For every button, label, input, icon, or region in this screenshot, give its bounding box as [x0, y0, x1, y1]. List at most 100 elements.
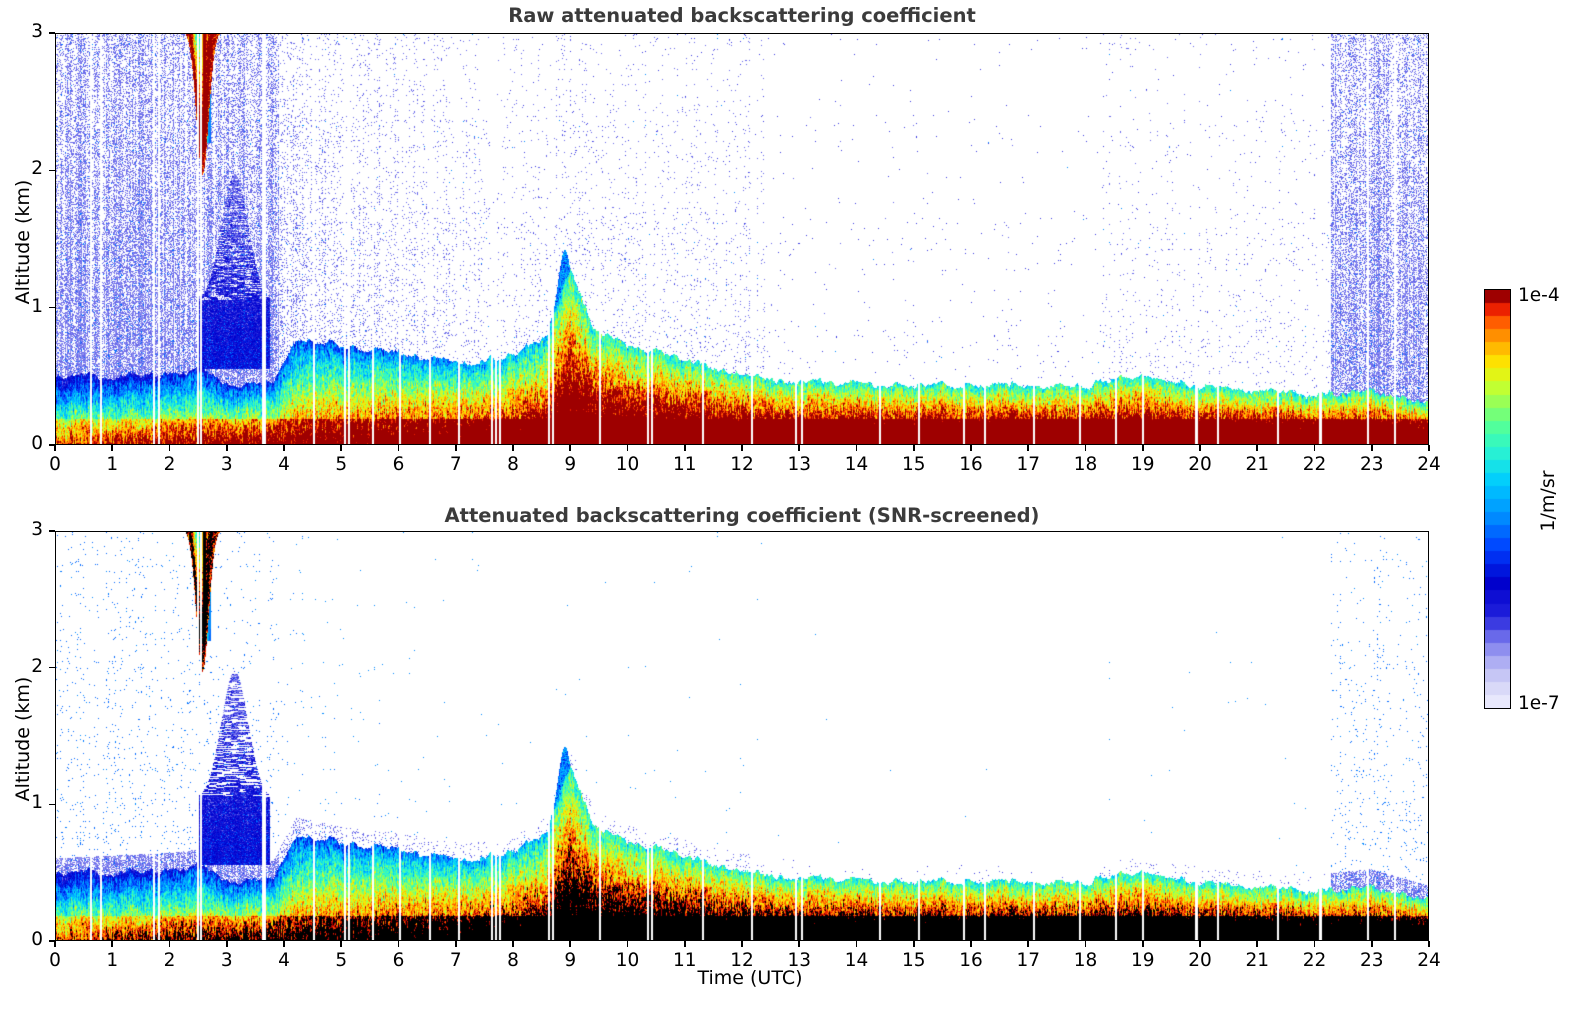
- x-tick-label-screened-24: 24: [1417, 950, 1441, 971]
- x-tick-label-raw-7: 7: [449, 454, 462, 475]
- x-tick-label-raw-6: 6: [392, 454, 405, 475]
- y-tick-label-raw-3: 3: [31, 21, 43, 42]
- x-tick-label-screened-20: 20: [1188, 950, 1212, 971]
- x-tickmark-screened-12: [741, 941, 743, 947]
- x-tick-label-screened-11: 11: [672, 950, 697, 971]
- x-tickmark-raw-7: [454, 445, 457, 451]
- x-tickmark-screened-19: [1141, 941, 1144, 947]
- y-tick-label-raw-2: 2: [31, 158, 43, 180]
- x-tickmark-screened-5: [340, 941, 343, 947]
- x-tick-label-screened-22: 22: [1302, 950, 1327, 971]
- x-tickmark-screened-8: [512, 941, 514, 947]
- x-tick-label-raw-12: 12: [730, 454, 754, 475]
- x-tick-label-screened-19: 19: [1130, 950, 1155, 971]
- x-tickmark-screened-21: [1256, 941, 1259, 947]
- x-tickmark-screened-11: [683, 941, 686, 947]
- plot-area-raw: [55, 33, 1429, 445]
- x-tickmark-raw-18: [1084, 445, 1087, 451]
- x-tick-label-screened-5: 5: [335, 950, 348, 971]
- x-tickmark-raw-2: [168, 445, 171, 451]
- y-tick-label-screened-2: 2: [31, 655, 43, 677]
- x-tick-label-raw-8: 8: [507, 454, 519, 475]
- x-tickmark-raw-17: [1027, 445, 1030, 451]
- x-tick-label-raw-24: 24: [1417, 454, 1441, 475]
- y-tickmark-raw-2: [49, 169, 55, 172]
- x-tickmark-raw-22: [1313, 445, 1316, 451]
- x-tick-label-screened-0: 0: [49, 950, 61, 971]
- y-tick-label-screened-0: 0: [31, 929, 43, 950]
- y-axis-label-screened: Altitude (km): [12, 676, 34, 802]
- x-tickmark-screened-20: [1199, 941, 1201, 947]
- x-tick-label-raw-13: 13: [787, 454, 812, 475]
- x-tickmark-raw-11: [683, 445, 686, 451]
- y-tick-label-screened-3: 3: [31, 519, 43, 540]
- y-tick-label-screened-1: 1: [31, 792, 43, 814]
- heatmap-raw: [56, 34, 1428, 444]
- x-tickmark-screened-16: [970, 941, 972, 947]
- x-tick-label-screened-6: 6: [392, 950, 405, 971]
- x-tickmark-screened-22: [1313, 941, 1316, 947]
- x-tickmark-screened-15: [912, 941, 915, 947]
- x-tick-label-raw-23: 23: [1359, 454, 1384, 475]
- x-tick-label-raw-14: 14: [844, 454, 869, 475]
- x-tickmark-raw-24: [1428, 445, 1430, 451]
- x-tick-label-raw-1: 1: [106, 454, 119, 475]
- y-tickmark-screened-3: [49, 530, 55, 532]
- x-tickmark-raw-9: [569, 445, 572, 451]
- x-tick-label-raw-4: 4: [278, 454, 290, 475]
- x-tickmark-screened-9: [569, 941, 572, 947]
- x-tick-label-raw-22: 22: [1302, 454, 1327, 475]
- y-tickmark-screened-2: [49, 666, 55, 669]
- x-tick-label-screened-15: 15: [901, 950, 926, 971]
- x-tickmark-screened-3: [225, 941, 228, 947]
- x-tickmark-screened-13: [798, 941, 801, 947]
- x-tick-label-screened-7: 7: [449, 950, 462, 971]
- x-tickmark-raw-4: [283, 445, 285, 451]
- x-tick-label-screened-16: 16: [959, 950, 983, 971]
- y-axis-label-raw: Altitude (km): [12, 179, 34, 305]
- colorbar-min-label: 1e-7: [1518, 693, 1560, 714]
- panel-title-screened: Attenuated backscattering coefficient (S…: [444, 504, 1040, 527]
- x-tickmark-raw-19: [1141, 445, 1144, 451]
- x-tick-label-raw-18: 18: [1073, 454, 1098, 475]
- x-tick-label-screened-14: 14: [844, 950, 869, 971]
- x-tickmark-screened-14: [855, 941, 858, 947]
- x-tickmark-raw-8: [512, 445, 514, 451]
- x-tickmark-screened-24: [1428, 941, 1430, 947]
- colorbar-max-label: 1e-4: [1518, 285, 1560, 306]
- x-tickmark-raw-6: [397, 445, 400, 451]
- colorbar-unit-label: 1/m/sr: [1537, 470, 1559, 532]
- plot-area-screened: [55, 531, 1429, 941]
- colorbar: [1484, 289, 1511, 709]
- x-tick-label-raw-9: 9: [564, 454, 577, 475]
- x-tick-label-raw-5: 5: [335, 454, 348, 475]
- x-tick-label-screened-3: 3: [220, 950, 233, 971]
- x-tick-label-raw-21: 21: [1245, 454, 1270, 475]
- x-axis-label: Time (UTC): [697, 967, 803, 989]
- x-tick-label-screened-10: 10: [615, 950, 640, 971]
- x-tick-label-screened-4: 4: [278, 950, 290, 971]
- x-tickmark-raw-12: [741, 445, 743, 451]
- x-tick-label-screened-2: 2: [163, 950, 176, 971]
- x-tickmark-screened-10: [626, 941, 629, 947]
- x-tick-label-raw-20: 20: [1188, 454, 1212, 475]
- x-tickmark-raw-0: [54, 445, 56, 451]
- x-tickmark-raw-16: [970, 445, 972, 451]
- x-tickmark-screened-23: [1370, 941, 1373, 947]
- y-tick-label-raw-0: 0: [31, 433, 43, 454]
- colorbar-gradient: [1485, 290, 1510, 708]
- x-tickmark-screened-17: [1027, 941, 1030, 947]
- x-tick-label-raw-11: 11: [672, 454, 697, 475]
- x-tick-label-raw-16: 16: [959, 454, 983, 475]
- x-tickmark-screened-4: [283, 941, 285, 947]
- x-tickmark-screened-0: [54, 941, 56, 947]
- x-tick-label-raw-19: 19: [1130, 454, 1155, 475]
- x-tick-label-screened-18: 18: [1073, 950, 1098, 971]
- x-tickmark-screened-6: [397, 941, 400, 947]
- x-tickmark-screened-2: [168, 941, 171, 947]
- x-tickmark-raw-3: [225, 445, 228, 451]
- x-tick-label-raw-2: 2: [163, 454, 176, 475]
- x-tick-label-raw-0: 0: [49, 454, 61, 475]
- x-tick-label-raw-15: 15: [901, 454, 926, 475]
